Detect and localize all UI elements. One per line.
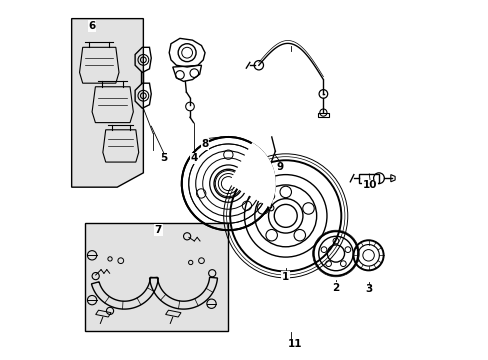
Text: 1: 1 (282, 272, 289, 282)
Text: 6: 6 (88, 21, 96, 31)
Text: 3: 3 (365, 284, 372, 294)
Circle shape (267, 193, 274, 200)
Bar (317, 113, 328, 117)
Text: 10: 10 (362, 180, 377, 190)
Bar (359, 174, 378, 183)
Text: 2: 2 (332, 283, 339, 293)
Text: 9: 9 (276, 162, 284, 172)
Polygon shape (72, 19, 143, 187)
Text: 8: 8 (201, 139, 208, 149)
Wedge shape (228, 143, 275, 207)
Text: 11: 11 (287, 339, 301, 349)
Bar (85, 223, 228, 330)
Text: 4: 4 (190, 153, 198, 163)
Text: 7: 7 (154, 225, 162, 235)
Text: 5: 5 (160, 153, 167, 163)
